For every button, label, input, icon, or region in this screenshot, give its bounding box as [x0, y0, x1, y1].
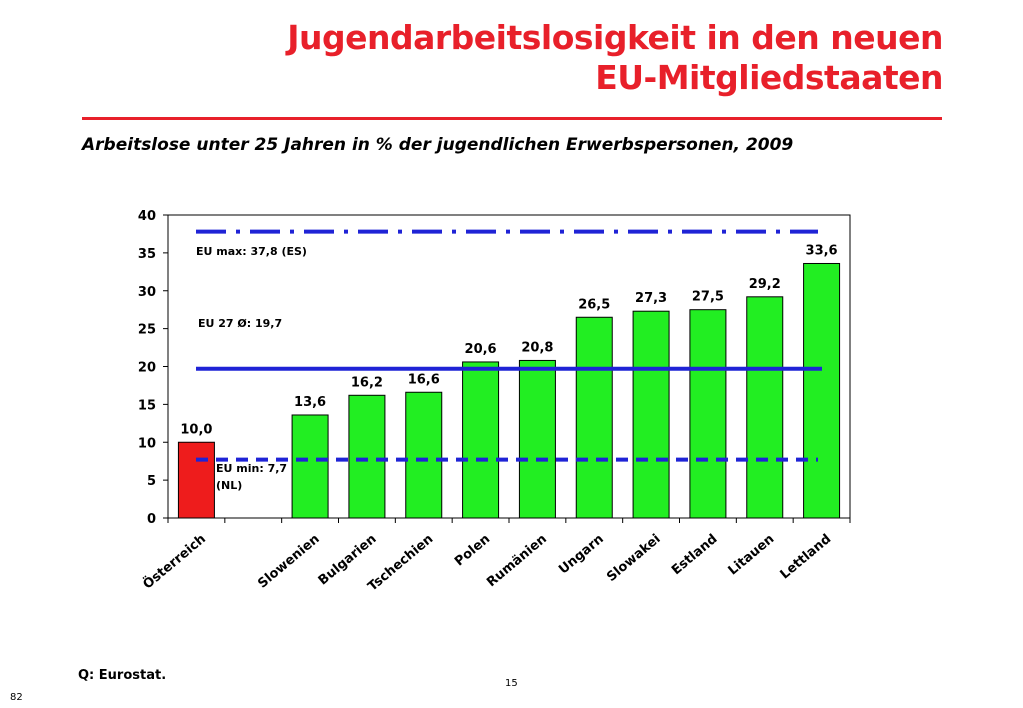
source-note: Q: Eurostat. — [78, 668, 167, 683]
slide-title: Jugendarbeitslosigkeit in den neuen EU-M… — [287, 18, 943, 98]
bar — [177, 441, 215, 519]
title-line-2: EU-Mitgliedstaaten — [595, 58, 943, 97]
bar — [746, 296, 784, 519]
y-tick-label: 35 — [138, 247, 156, 262]
bar — [405, 391, 443, 519]
bar — [689, 309, 727, 519]
bar — [803, 262, 841, 519]
bar — [518, 359, 556, 519]
data-label: 13,6 — [294, 395, 326, 410]
data-label: 16,2 — [351, 375, 383, 390]
chart-subtitle: Arbeitslose unter 25 Jahren in % der jug… — [82, 135, 794, 155]
y-tick-label: 15 — [138, 398, 156, 413]
bar — [291, 414, 329, 519]
y-tick-label: 40 — [138, 209, 156, 224]
x-tick-label: Polen — [452, 532, 493, 570]
title-divider — [82, 117, 942, 120]
data-label: 16,6 — [408, 372, 440, 387]
x-tick-label: Slowakei — [604, 532, 664, 585]
title-line-1: Jugendarbeitslosigkeit in den neuen — [287, 18, 943, 57]
y-tick-label: 5 — [147, 474, 156, 489]
data-label: 29,2 — [749, 277, 781, 292]
slide-number: 82 — [10, 692, 23, 703]
data-label: 20,6 — [465, 342, 497, 357]
reference-label: (NL) — [216, 479, 242, 492]
y-tick-label: 20 — [138, 361, 156, 376]
data-label: 27,3 — [635, 291, 667, 306]
page-number: 15 — [505, 678, 518, 689]
data-label: 20,8 — [521, 340, 553, 355]
x-tick-label: Ungarn — [556, 532, 607, 578]
y-tick-label: 30 — [138, 285, 156, 300]
y-tick-label: 25 — [138, 323, 156, 338]
bar — [348, 394, 386, 519]
bar — [632, 310, 670, 519]
x-tick-label: Rumänien — [484, 532, 550, 591]
x-tick-label: Österreich — [140, 531, 209, 593]
data-label: 10,0 — [180, 422, 212, 437]
bar — [462, 361, 500, 519]
y-tick-label: 0 — [147, 512, 156, 527]
x-tick-label: Slowenien — [255, 532, 322, 592]
data-label: 26,5 — [578, 297, 610, 312]
x-tick-label: Estland — [669, 532, 720, 579]
reference-label: EU max: 37,8 (ES) — [196, 245, 307, 258]
x-tick-label: Lettland — [778, 532, 835, 583]
data-label: 27,5 — [692, 290, 724, 305]
y-tick-label: 10 — [138, 436, 156, 451]
data-label: 33,6 — [806, 243, 838, 258]
x-tick-label: Litauen — [725, 532, 777, 579]
reference-label: EU 27 Ø: 19,7 — [198, 317, 282, 330]
reference-label: EU min: 7,7 — [216, 462, 287, 475]
bar — [575, 316, 613, 519]
